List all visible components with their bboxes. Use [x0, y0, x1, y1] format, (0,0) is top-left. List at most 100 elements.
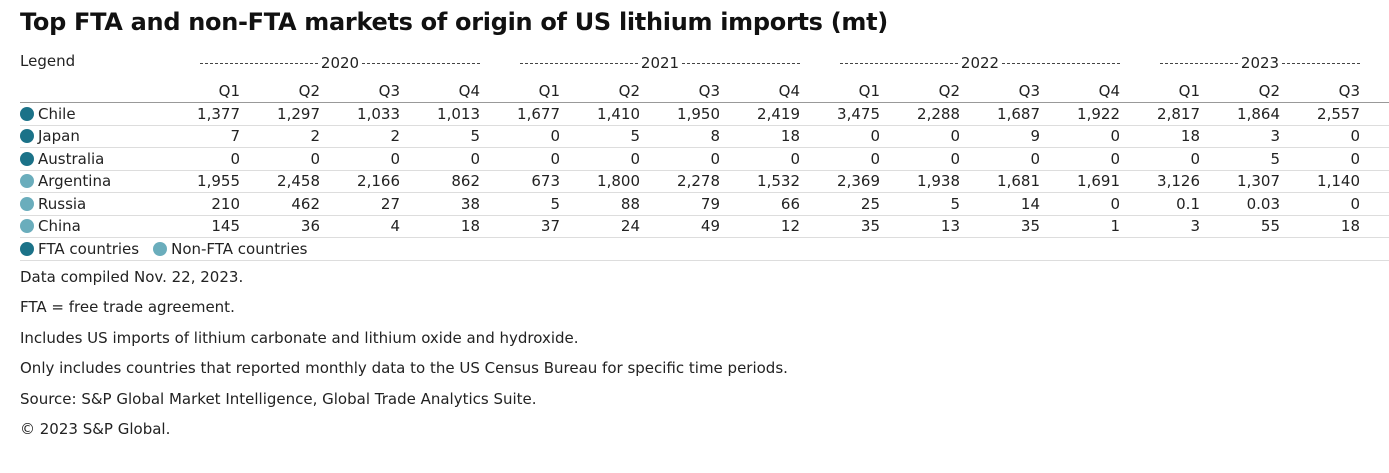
- value-cell: 55: [1200, 215, 1280, 238]
- value-cell: 0: [1280, 192, 1360, 216]
- country-cell: Japan: [20, 125, 160, 148]
- data-row: Argentina 1,955 2,458 2,166 862 673 1,800 2,278…: [20, 170, 1389, 193]
- value-cell: 0: [1280, 125, 1360, 148]
- value-cell: 5: [1200, 147, 1280, 171]
- value-cell: 0: [720, 147, 800, 171]
- legend-item: Non-FTA countries: [153, 240, 308, 258]
- data-row: Russia 210 462 27 38 5 88 79 66 25 5 14 0 0.1 0.03 0: [20, 192, 1389, 216]
- value-cell: 1,938: [880, 170, 960, 193]
- notes: Data compiled Nov. 22, 2023. FTA = free t…: [20, 268, 788, 450]
- value-cell: 2,369: [800, 170, 880, 193]
- value-cell: 2: [240, 125, 320, 148]
- quarter-header: Q1: [1120, 74, 1200, 103]
- year-label: 2020: [200, 54, 480, 72]
- empty-cell: [20, 74, 160, 103]
- spacer: [1360, 215, 1389, 238]
- country-cell: Australia: [20, 147, 160, 171]
- year-label: 2023: [1160, 54, 1360, 72]
- value-cell: 1,864: [1200, 102, 1280, 126]
- legend-dot: [20, 242, 34, 256]
- value-cell: 49: [640, 215, 720, 238]
- value-cell: 3,126: [1120, 170, 1200, 193]
- value-cell: 1,800: [560, 170, 640, 193]
- country-name: Australia: [38, 149, 105, 168]
- value-cell: 2,419: [720, 102, 800, 126]
- legend-item: FTA countries: [20, 240, 139, 258]
- group-dot: [20, 196, 34, 211]
- value-cell: 1,691: [1040, 170, 1120, 193]
- group-dot: [20, 129, 34, 144]
- quarter-header: Q4: [1040, 74, 1120, 103]
- value-cell: 0: [1040, 147, 1120, 171]
- value-cell: 0: [480, 125, 560, 148]
- quarter-header: Q1: [800, 74, 880, 103]
- value-cell: 0.03: [1200, 192, 1280, 216]
- value-cell: 2,278: [640, 170, 720, 193]
- value-cell: 5: [480, 192, 560, 216]
- value-cell: 13: [880, 215, 960, 238]
- value-cell: 2,458: [240, 170, 320, 193]
- value-cell: 0: [960, 147, 1040, 171]
- value-cell: 88: [560, 192, 640, 216]
- quarter-header: Q2: [560, 74, 640, 103]
- value-cell: 0: [640, 147, 720, 171]
- value-cell: 0: [320, 147, 400, 171]
- note: Includes US imports of lithium carbonate…: [20, 328, 579, 347]
- spacer: [1360, 102, 1389, 126]
- value-cell: 1,687: [960, 102, 1040, 126]
- value-cell: 673: [480, 170, 560, 193]
- group-dot: [20, 219, 34, 234]
- group-dot: [20, 174, 34, 189]
- country-name: China: [38, 217, 81, 236]
- value-cell: 1,013: [400, 102, 480, 126]
- quarter-header: Q4: [400, 74, 480, 103]
- legend-cell: FTA countries Non-FTA countries: [20, 237, 1389, 261]
- value-cell: 1,033: [320, 102, 400, 126]
- value-cell: 1,140: [1280, 170, 1360, 193]
- value-cell: 7: [160, 125, 240, 148]
- value-cell: 1: [1040, 215, 1120, 238]
- country-cell: Chile: [20, 102, 160, 126]
- data-table: Legend 2020 2021 2022 2023 Q1 Q2 Q3 Q4 Q1 Q2 Q3 Q4 Q1…: [20, 48, 1389, 261]
- quarter-header: Q3: [640, 74, 720, 103]
- value-cell: 8: [640, 125, 720, 148]
- value-cell: 14: [960, 192, 1040, 216]
- value-cell: 5: [880, 192, 960, 216]
- note: Only includes countries that reported mo…: [20, 359, 788, 378]
- country-name: Russia: [38, 194, 87, 213]
- value-cell: 0: [800, 147, 880, 171]
- value-cell: 5: [560, 125, 640, 148]
- value-cell: 0: [880, 147, 960, 171]
- value-cell: 0: [880, 125, 960, 148]
- legend-row: FTA countries Non-FTA countries: [20, 237, 1389, 261]
- value-cell: 862: [400, 170, 480, 193]
- year-label: 2022: [840, 54, 1120, 72]
- value-cell: 0: [400, 147, 480, 171]
- value-cell: 9: [960, 125, 1040, 148]
- value-cell: 1,681: [960, 170, 1040, 193]
- value-cell: 2,166: [320, 170, 400, 193]
- quarter-header: Q4: [720, 74, 800, 103]
- value-cell: 12: [720, 215, 800, 238]
- quarter-row: Q1 Q2 Q3 Q4 Q1 Q2 Q3 Q4 Q1 Q2 Q3 Q4 Q1 Q2 Q3: [20, 74, 1389, 103]
- value-cell: 0: [480, 147, 560, 171]
- value-cell: 1,532: [720, 170, 800, 193]
- country-name: Chile: [38, 104, 76, 123]
- quarter-header: Q3: [320, 74, 400, 103]
- value-cell: 1,922: [1040, 102, 1120, 126]
- country-cell: Argentina: [20, 170, 160, 193]
- value-cell: 1,297: [240, 102, 320, 126]
- title: Top FTA and non-FTA markets of origin of…: [20, 8, 888, 36]
- quarter-header: Q1: [160, 74, 240, 103]
- value-cell: 18: [1280, 215, 1360, 238]
- value-cell: 38: [400, 192, 480, 216]
- value-cell: 1,955: [160, 170, 240, 193]
- note: Source: S&P Global Market Intelligence, …: [20, 389, 537, 408]
- spacer: [1360, 125, 1389, 148]
- quarter-header: Q2: [240, 74, 320, 103]
- note: Data compiled Nov. 22, 2023.: [20, 268, 244, 286]
- value-cell: 0: [1040, 125, 1120, 148]
- value-cell: 36: [240, 215, 320, 238]
- year-header: 2020: [160, 48, 480, 74]
- spacer: [1360, 170, 1389, 193]
